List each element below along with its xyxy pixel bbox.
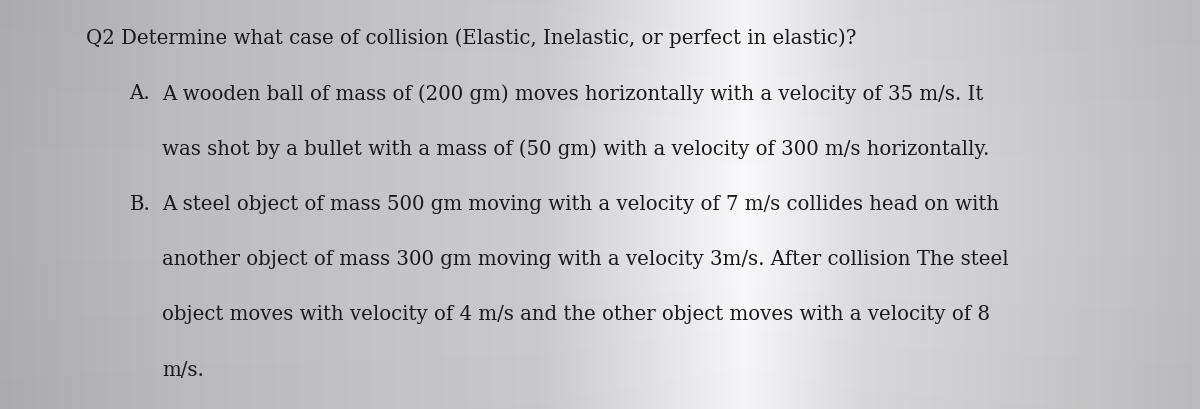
Text: was shot by a bullet with a mass of (50 gm) with a velocity of 300 m/s horizonta: was shot by a bullet with a mass of (50 … [162, 139, 989, 159]
Text: A steel object of mass 500 gm moving with a velocity of 7 m/s collides head on w: A steel object of mass 500 gm moving wit… [162, 194, 998, 213]
Text: another object of mass 300 gm moving with a velocity 3m/s. After collision The s: another object of mass 300 gm moving wit… [162, 249, 1009, 268]
Text: A wooden ball of mass of (200 gm) moves horizontally with a velocity of 35 m/s. : A wooden ball of mass of (200 gm) moves … [162, 84, 983, 103]
Text: object moves with velocity of 4 m/s and the other object moves with a velocity o: object moves with velocity of 4 m/s and … [162, 305, 990, 324]
Text: Q2 Determine what case of collision (Elastic, Inelastic, or perfect in elastic)?: Q2 Determine what case of collision (Ela… [86, 29, 857, 48]
Text: m/s.: m/s. [162, 360, 204, 379]
Text: B.: B. [130, 194, 150, 213]
Text: A.: A. [130, 84, 150, 103]
